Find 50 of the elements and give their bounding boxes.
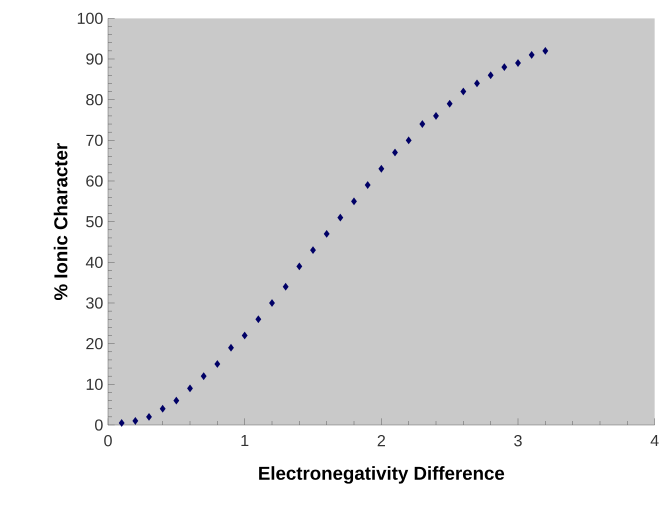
point	[419, 120, 426, 128]
y-tick-label: 20	[86, 338, 103, 350]
x-tick-label: 0	[104, 435, 112, 446]
point	[146, 413, 152, 421]
point	[515, 59, 521, 67]
point	[528, 51, 535, 59]
point	[474, 80, 480, 88]
point	[364, 181, 371, 189]
y-tick-label: 0	[95, 419, 103, 431]
point	[378, 165, 384, 173]
point	[310, 246, 316, 254]
x-tick-label: 2	[378, 435, 385, 446]
point	[132, 417, 138, 425]
point	[446, 100, 453, 108]
point	[460, 88, 466, 96]
y-tick-label: 10	[86, 378, 103, 390]
y-tick-label: 50	[86, 216, 103, 228]
point	[173, 396, 180, 404]
x-tick-label: 1	[241, 435, 248, 446]
y-axis-title: % Ionic Character	[54, 143, 68, 300]
x-tick-label: 3	[514, 435, 522, 446]
point	[187, 384, 193, 392]
y-tick-label: 40	[86, 256, 103, 268]
y-tick-label: 30	[86, 297, 103, 309]
point	[228, 344, 234, 352]
x-tick-label: 4	[650, 435, 659, 446]
point	[351, 198, 357, 206]
y-tick-label: 100	[78, 12, 103, 24]
y-tick-label: 60	[86, 175, 103, 187]
point	[324, 230, 330, 238]
point	[296, 262, 302, 270]
point	[406, 136, 412, 144]
point	[501, 63, 508, 71]
point	[337, 214, 344, 222]
y-tick-label: 80	[86, 94, 103, 106]
y-tick-label: 90	[86, 53, 103, 65]
point	[488, 72, 494, 79]
point	[542, 47, 548, 55]
y-tick-label: 70	[86, 134, 103, 146]
point	[433, 112, 439, 120]
point	[255, 316, 262, 323]
point	[392, 148, 398, 156]
point	[269, 299, 275, 307]
point	[160, 404, 166, 412]
point	[214, 360, 220, 368]
point	[282, 282, 289, 290]
point	[118, 419, 125, 427]
point	[200, 372, 207, 380]
point	[242, 332, 248, 340]
x-axis-title: Electronegativity Difference	[259, 466, 504, 484]
